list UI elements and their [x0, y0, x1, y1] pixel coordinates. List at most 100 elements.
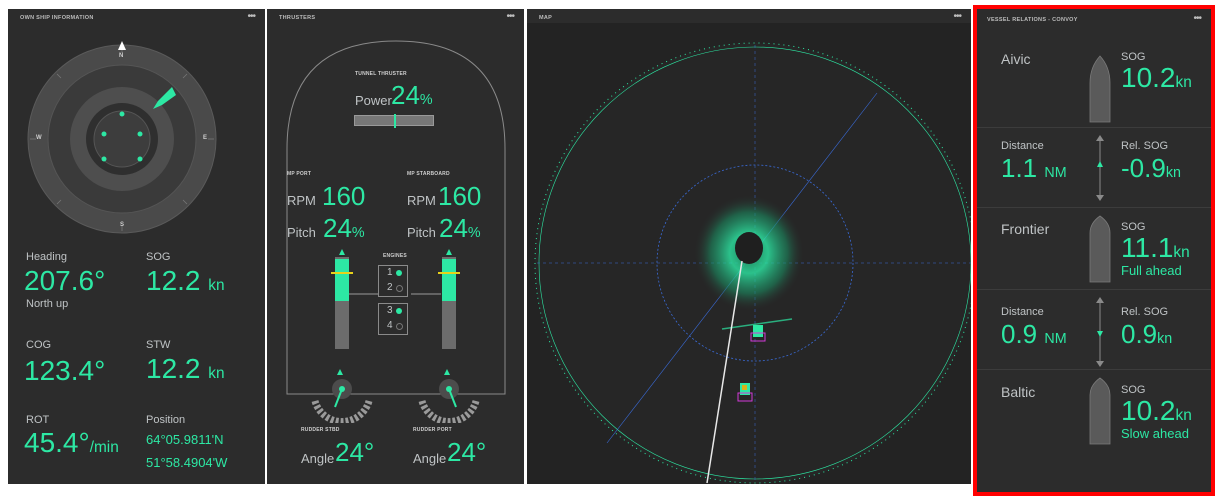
compass-rose [27, 41, 217, 234]
port-rpm-label: RPM [287, 193, 316, 208]
port-pitch-value: 24% [323, 213, 365, 243]
divider [977, 369, 1211, 370]
stw-value: 12.2 kn [146, 353, 225, 384]
port-rpm-value: 160 [322, 181, 366, 211]
convoy-panel: VESSEL RELATIONS - CONVOY ••• Aivic SOG … [973, 5, 1215, 496]
divider [977, 207, 1211, 208]
thrusters-panel: THRUSTERS ••• TUNNEL THRUSTER Power 24% … [267, 9, 524, 484]
stbd-pitch-value: 24% [439, 213, 481, 243]
sog-label: SOG [146, 251, 171, 263]
rudder-stbd-indicator [311, 369, 373, 423]
engines-title: ENGINES [383, 253, 407, 259]
mp-port-title: MP PORT [287, 171, 312, 177]
rudder-stbd-title: RUDDER STBD [301, 427, 340, 433]
position-lat: 64°05.9811'N [146, 432, 224, 447]
vessel-ship-icon[interactable] [1089, 55, 1111, 123]
engine-1-status-icon[interactable] [396, 270, 402, 276]
divider [977, 289, 1211, 290]
more-menu-icon[interactable]: ••• [953, 11, 961, 22]
vessel-name: Aivic [1001, 51, 1031, 67]
power-value: 24% [391, 80, 433, 110]
engine-4-label: 4 [387, 320, 393, 331]
engine-2-status-icon[interactable] [396, 285, 403, 292]
vessel-name: Frontier [1001, 221, 1050, 237]
distance-label: Distance [1001, 306, 1044, 318]
power-bar [354, 114, 434, 128]
compass-w: W [36, 135, 42, 141]
vessel-name: Baltic [1001, 384, 1036, 400]
more-menu-icon[interactable]: ••• [1193, 13, 1201, 24]
relative-distance-icon [1096, 297, 1104, 367]
cog-value: 123.4° [24, 355, 106, 386]
position-lon: 51°58.4904'W [146, 455, 228, 470]
heading-value: 207.6° [24, 265, 106, 296]
rudder-stbd-angle: 24° [335, 437, 375, 467]
engine-1-label: 1 [387, 267, 393, 278]
engine-links [349, 293, 441, 295]
vessel-ship-icon[interactable] [1089, 377, 1111, 445]
rel-sog-label: Rel. SOG [1121, 140, 1169, 152]
distance-value: 0.9 NM [1001, 319, 1067, 349]
vessel-status: Full ahead [1121, 263, 1182, 278]
stbd-rpm-value: 160 [438, 181, 482, 211]
rot-value: 45.4°/min [24, 427, 119, 458]
distance-label: Distance [1001, 140, 1044, 152]
hull-outline [286, 40, 506, 395]
compass-n: N [119, 53, 124, 59]
rudder-port-angle-label: Angle [413, 451, 447, 466]
convoy-vessel-icon [737, 325, 766, 402]
heading-pointer-icon [153, 87, 176, 109]
rel-sog-value: 0.9kn [1121, 319, 1173, 349]
stw-label: STW [146, 339, 171, 351]
vessel-sog-label: SOG [1121, 51, 1146, 63]
radar-display[interactable] [527, 23, 971, 484]
cog-label: COG [26, 339, 52, 351]
vessel-sog: 10.2kn [1121, 62, 1192, 93]
heading-label: Heading [26, 251, 67, 263]
rot-label: ROT [26, 414, 50, 426]
rudder-stbd-angle-label: Angle [301, 451, 335, 466]
engine-3-label: 3 [387, 305, 393, 316]
sog-value: 12.2 kn [146, 265, 225, 296]
map-panel[interactable]: MAP ••• [527, 9, 971, 484]
rel-sog-label: Rel. SOG [1121, 306, 1169, 318]
rudder-port-indicator [418, 369, 480, 423]
engine-group-2 [378, 303, 408, 335]
distance-value: 1.1 NM [1001, 153, 1067, 183]
panel-title: OWN SHIP INFORMATION [20, 15, 94, 21]
engine-3-status-icon[interactable] [396, 308, 402, 314]
power-label: Power [355, 93, 392, 108]
vessel-status: Slow ahead [1121, 426, 1189, 441]
heading-mode: North up [26, 298, 69, 310]
relative-distance-icon [1096, 135, 1104, 201]
port-pitch-label: Pitch [287, 225, 316, 240]
stbd-pitch-label: Pitch [407, 225, 436, 240]
vessel-sog: 11.1kn [1121, 232, 1190, 263]
rel-sog-value: -0.9kn [1121, 153, 1181, 183]
rudder-port-angle: 24° [447, 437, 487, 467]
position-label: Position [146, 414, 186, 426]
panel-title: MAP [539, 15, 553, 21]
compass-s: S [120, 222, 125, 228]
engine-2-label: 2 [387, 282, 393, 293]
vessel-ship-icon[interactable] [1089, 215, 1111, 283]
engine-group-1 [378, 265, 408, 297]
port-thrust-gauge [331, 249, 353, 349]
vessel-sog: 10.2kn [1121, 395, 1192, 426]
engine-4-status-icon[interactable] [396, 323, 403, 330]
compass-e: E [203, 135, 208, 141]
rudder-port-title: RUDDER PORT [413, 427, 452, 433]
vessel-sog-label: SOG [1121, 221, 1146, 233]
divider [977, 127, 1211, 128]
stbd-thrust-gauge [438, 249, 460, 349]
panel-title: VESSEL RELATIONS - CONVOY [987, 17, 1078, 23]
stbd-rpm-label: RPM [407, 193, 436, 208]
more-menu-icon[interactable]: ••• [247, 11, 255, 22]
north-marker-icon [118, 41, 126, 50]
panel-title: THRUSTERS [279, 15, 316, 21]
own-ship-panel: OWN SHIP INFORMATION ••• N S W E Heading… [8, 9, 265, 484]
more-menu-icon[interactable]: ••• [506, 11, 514, 22]
mp-stbd-title: MP STARBOARD [407, 171, 450, 177]
tunnel-thruster-title: TUNNEL THRUSTER [355, 71, 407, 77]
vessel-sog-label: SOG [1121, 384, 1146, 396]
